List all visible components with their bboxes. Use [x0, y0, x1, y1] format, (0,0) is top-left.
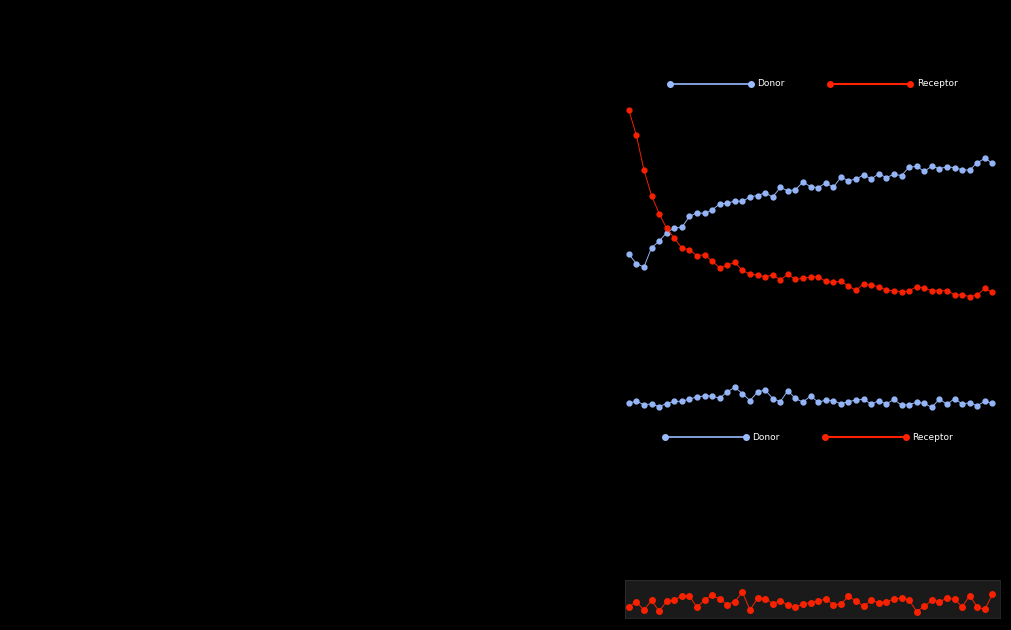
Text: Donor: Donor	[757, 79, 785, 88]
Text: Donor: Donor	[752, 433, 779, 442]
Text: Receptor: Receptor	[912, 433, 952, 442]
Text: Receptor: Receptor	[917, 79, 957, 88]
